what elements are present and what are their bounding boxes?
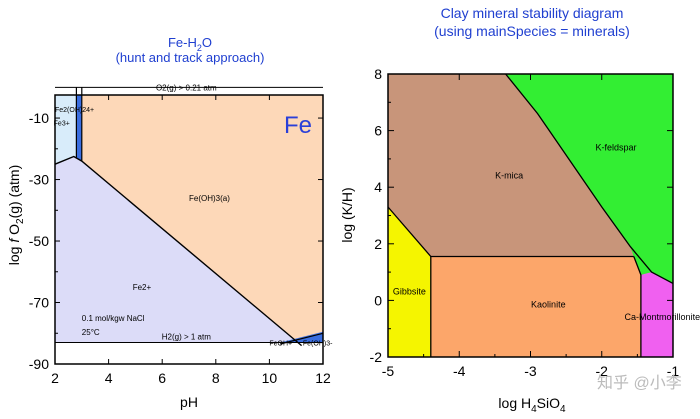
clay-plot-area: -5 -4 -3 -2 -1 -2 0 2 4 6 8 K-mica K-feldspar Gibbsit… (370, 66, 700, 379)
fe-title-line1: Fe-H2O (168, 35, 212, 53)
fe-y-tick-label: -30 (29, 172, 49, 188)
region-label-feoh3a: Fe(OH)3(a) (189, 194, 230, 203)
fe-title-line2: (hunt and track approach) (116, 50, 265, 65)
region-label-kaolinite: Kaolinite (531, 299, 566, 309)
fe2-region-fill (55, 156, 323, 346)
h2-limit-zone (55, 342, 323, 364)
fe-x-tick-label: 2 (51, 370, 59, 386)
fe-y-axis-label: log f O2(g) (atm) (6, 165, 26, 265)
o2-limit-label: O2(g) > 0.21 atm (156, 83, 217, 92)
clay-x-tick-label: -3 (524, 363, 537, 379)
feoh2-band-fill (75, 95, 82, 162)
clay-title-line2: (using mainSpecies = minerals) (434, 23, 630, 39)
fe-x-tick-label: 8 (212, 370, 220, 386)
fe-x-axis-label: pH (180, 394, 198, 410)
conditions-line2: 25°C (82, 328, 100, 337)
kmica-region-fill (388, 74, 634, 257)
kmica-kfeldspar-boundary-line (505, 73, 674, 284)
fe-plot-frame (54, 94, 324, 365)
conditions-line1: 0.1 mol/kgw NaCl (82, 314, 145, 323)
clay-x-axis-label: log H4SiO4 (498, 395, 566, 414)
fe2-feoh3-boundary-line (54, 155, 303, 347)
clay-x-tick-label: -5 (382, 363, 395, 379)
fe-y-tick-label: -50 (29, 233, 49, 249)
camont-region-fill (640, 272, 673, 357)
region-label-fe3: Fe3+ (54, 121, 70, 128)
clay-title-line1: Clay mineral stability diagram (441, 5, 624, 21)
fe-x-tick-label: 10 (262, 370, 278, 386)
region-label-ca-montmorillonite: Ca-Montmorillonite (625, 312, 700, 322)
region-label-feoh_plus: FeOH+ (269, 341, 292, 348)
region-label-feoh2: Fe2(OH)24+ (55, 107, 94, 114)
feoh3-minus-region-fill (280, 331, 323, 343)
watermark: 知乎 @小李 (597, 374, 682, 392)
region-label-feoh3_minus: Fe(OH)3- (303, 341, 333, 348)
fe-x-tick-label: 6 (158, 370, 166, 386)
clay-x-tick-label: -2 (596, 363, 609, 379)
region-label-k-mica: K-mica (495, 171, 523, 181)
clay-y-tick-label: 0 (374, 292, 382, 308)
clay-y-tick-label: 2 (374, 236, 382, 252)
clay-y-tick-label: 4 (374, 179, 382, 195)
h2-limit-label: H2(g) > 1 atm (162, 332, 211, 341)
kaolinite-camont-boundary-line (633, 256, 642, 357)
fe-y-tick-label: -70 (29, 295, 49, 311)
region-label-fe2: Fe2+ (133, 283, 152, 292)
fe-y-tick-label: -90 (29, 356, 49, 372)
fe3-region-fill (55, 95, 77, 165)
region-label-gibbsite: Gibbsite (393, 287, 426, 297)
fe-element-label: Fe (284, 112, 312, 139)
clay-y-tick-label: 6 (374, 123, 382, 139)
clay-y-axis-label: log (K/H) (339, 187, 355, 242)
clay-x-tick-label: -4 (453, 363, 466, 379)
clay-x-tick-label: -1 (667, 363, 680, 379)
clay-chart: Clay mineral stability diagram (using ma… (339, 5, 700, 415)
fe-chart: Fe-H2O (hunt and track approach) 2 4 6 8 10 1… (6, 35, 333, 410)
clay-y-tick-label: -2 (370, 349, 383, 365)
gibbsite-kmica-boundary-line (387, 206, 432, 257)
region-label-k-feldspar: K-feldspar (595, 142, 636, 152)
clay-y-tick-label: 8 (374, 66, 382, 82)
fe-y-tick-label: -10 (29, 110, 49, 126)
fe-x-tick-label: 12 (315, 370, 331, 386)
kaolinite-region-fill (430, 256, 641, 357)
fe-plot-area: 2 4 6 8 10 12 -10 -30 -50 -70 -90 O2(g) > 0.21 atm H… (29, 83, 333, 386)
fe-x-tick-label: 4 (105, 370, 113, 386)
